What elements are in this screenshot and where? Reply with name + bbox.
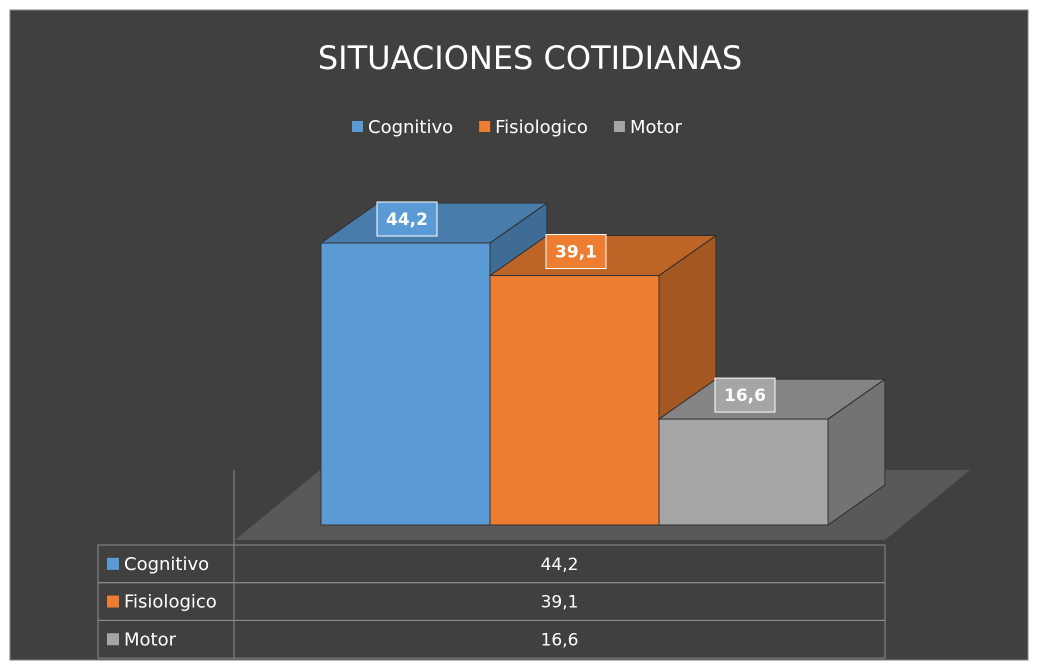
legend-swatch bbox=[352, 121, 363, 132]
table-series-name: Fisiologico bbox=[124, 592, 217, 613]
data-label-box bbox=[545, 234, 607, 270]
table-cell bbox=[233, 619, 886, 659]
table-swatch bbox=[107, 633, 119, 646]
bar bbox=[320, 242, 491, 526]
data-label: 16,6 bbox=[724, 386, 766, 406]
legend-swatch bbox=[479, 121, 491, 132]
table-value: 39,1 bbox=[541, 593, 579, 613]
table-swatch bbox=[107, 595, 119, 608]
data-label: 39,1 bbox=[555, 243, 597, 263]
data-label-box bbox=[714, 377, 776, 413]
chart-title: SITUACIONES COTIDIANAS bbox=[318, 39, 742, 77]
bar bbox=[489, 275, 660, 526]
data-label-box bbox=[376, 201, 438, 237]
table-value: 44,2 bbox=[541, 555, 579, 575]
table-series-name: Motor bbox=[124, 629, 177, 650]
data-label: 44,2 bbox=[386, 210, 428, 230]
legend-label: Cognitivo bbox=[368, 117, 453, 138]
bar bbox=[658, 418, 829, 526]
table-value: 16,6 bbox=[541, 630, 579, 650]
bar-side-shade bbox=[828, 379, 885, 525]
table-series-name: Cognitivo bbox=[124, 554, 209, 575]
table-swatch bbox=[107, 557, 119, 570]
legend-swatch bbox=[613, 121, 625, 132]
legend-label: Motor bbox=[630, 117, 683, 138]
legend-label: Fisiologico bbox=[495, 117, 588, 138]
